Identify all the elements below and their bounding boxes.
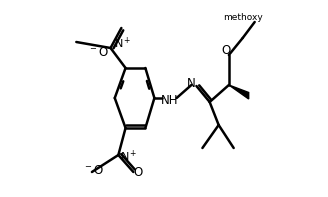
Text: N: N (187, 76, 196, 89)
Text: methoxy: methoxy (223, 13, 262, 22)
Text: NH: NH (161, 94, 178, 107)
Text: $^-$O: $^-$O (88, 46, 109, 59)
Text: O: O (133, 166, 142, 179)
Text: $^-$O: $^-$O (83, 164, 104, 177)
Text: N$^+$: N$^+$ (113, 35, 131, 51)
Polygon shape (229, 85, 249, 99)
Text: N$^+$: N$^+$ (120, 148, 138, 164)
Text: O: O (222, 44, 231, 57)
